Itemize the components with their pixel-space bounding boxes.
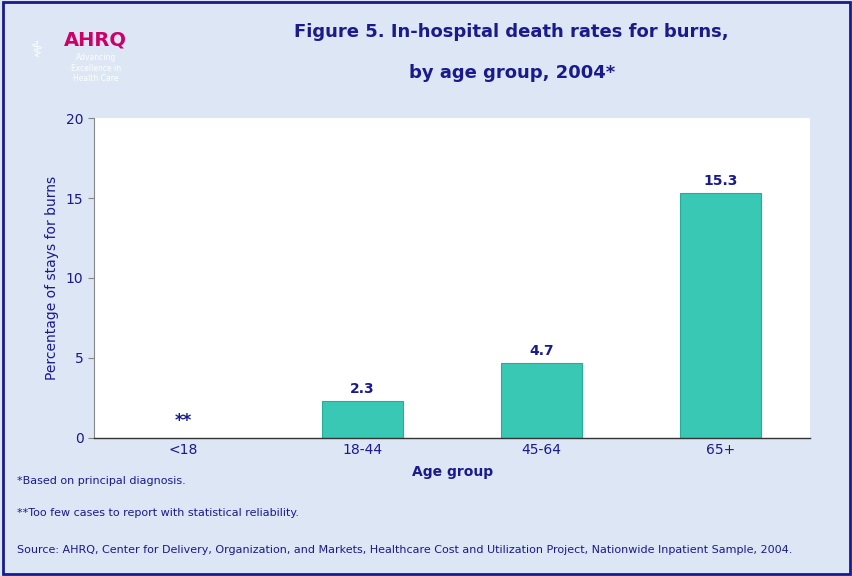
Text: AHRQ: AHRQ <box>64 30 127 49</box>
Text: *Based on principal diagnosis.: *Based on principal diagnosis. <box>17 476 186 486</box>
Y-axis label: Percentage of stays for burns: Percentage of stays for burns <box>45 176 59 380</box>
Text: **: ** <box>175 412 192 430</box>
Text: 2.3: 2.3 <box>350 382 374 396</box>
Text: Advancing
Excellence in
Health Care: Advancing Excellence in Health Care <box>71 54 121 83</box>
Text: by age group, 2004*: by age group, 2004* <box>408 63 614 82</box>
Text: 15.3: 15.3 <box>703 175 737 188</box>
Text: Figure 5. In-hospital death rates for burns,: Figure 5. In-hospital death rates for bu… <box>294 23 728 41</box>
Text: Source: AHRQ, Center for Delivery, Organization, and Markets, Healthcare Cost an: Source: AHRQ, Center for Delivery, Organ… <box>17 545 792 555</box>
Bar <box>680 193 760 438</box>
X-axis label: Age group: Age group <box>411 465 492 479</box>
Bar <box>501 363 581 438</box>
Bar <box>322 401 402 438</box>
Text: **Too few cases to report with statistical reliability.: **Too few cases to report with statistic… <box>17 508 298 518</box>
Text: ⚕: ⚕ <box>30 40 43 60</box>
Text: 4.7: 4.7 <box>529 344 553 358</box>
